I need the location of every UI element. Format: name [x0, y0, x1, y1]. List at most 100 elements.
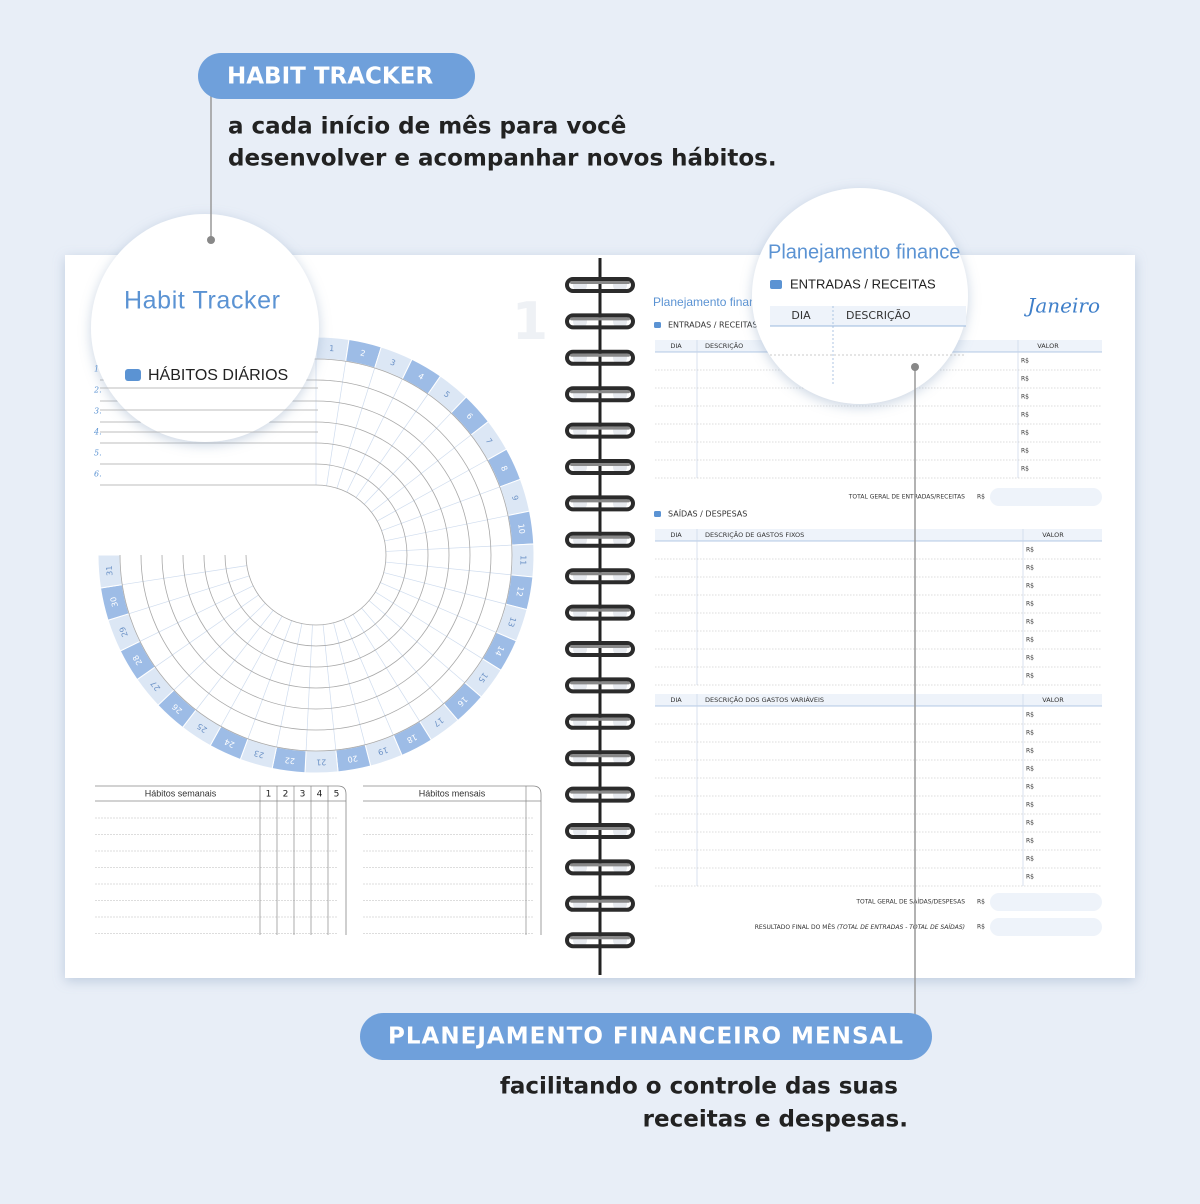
coil — [565, 531, 635, 548]
coil-shine — [570, 608, 630, 612]
label: 19 — [377, 745, 390, 757]
total-box — [990, 488, 1102, 506]
label: DESCRIÇÃO — [846, 309, 911, 322]
coil-shine — [570, 827, 630, 830]
label: ENTRADAS / RECEITAS — [668, 321, 757, 330]
label: R$ — [1021, 448, 1029, 455]
coil — [565, 677, 635, 694]
label: R$ — [1026, 583, 1034, 590]
coil — [565, 568, 635, 585]
ring — [140, 379, 492, 731]
label: TOTAL GERAL DE ENTRADAS/RECEITAS — [848, 494, 965, 501]
table-frame — [363, 785, 542, 935]
label: R$ — [1026, 820, 1034, 827]
label: R$ — [1026, 784, 1034, 791]
label: R$ — [1026, 601, 1034, 608]
label: 1 — [512, 292, 548, 352]
coil — [565, 386, 635, 403]
badge — [198, 53, 475, 99]
coil-shine — [570, 572, 630, 576]
coil-shine — [570, 645, 630, 648]
coil — [565, 641, 635, 657]
coil-shine — [570, 899, 630, 903]
coil-shine — [570, 317, 630, 321]
label: 24 — [223, 737, 236, 749]
label: ENTRADAS / RECEITAS — [790, 276, 936, 291]
label: PLANEJAMENTO FINANCEIRO MENSAL — [388, 1024, 903, 1050]
label: facilitando o controle das suas — [500, 1074, 898, 1100]
table-frame — [95, 785, 347, 935]
label: R$ — [1026, 565, 1034, 572]
label: 3 — [300, 790, 306, 800]
label: DIA — [670, 342, 682, 350]
label: VALOR — [1037, 342, 1059, 350]
coil-shine — [570, 717, 630, 721]
label: R$ — [1026, 838, 1034, 845]
label: 3. — [94, 407, 102, 416]
total-box — [990, 918, 1102, 936]
label: 3 — [389, 358, 397, 368]
label: R$ — [1026, 547, 1034, 554]
label: DIA — [670, 696, 682, 704]
ring — [203, 442, 429, 668]
ring — [161, 400, 471, 710]
label: TOTAL GERAL DE SAÍDAS/DESPESAS — [855, 899, 965, 906]
label: R$ — [1021, 358, 1029, 365]
coil-shine — [570, 681, 630, 685]
label: 21 — [316, 757, 326, 766]
coil-shine — [570, 790, 630, 794]
tag-icon — [125, 369, 141, 381]
label: R$ — [1026, 637, 1034, 644]
label: (TOTAL DE ENTRADAS - TOTAL DE SAÍDAS) — [837, 924, 965, 931]
label: 29 — [118, 625, 130, 638]
coil-shine — [570, 463, 630, 466]
label: 4. — [93, 428, 102, 437]
label: 1. — [94, 365, 102, 374]
label: VALOR — [1042, 531, 1064, 539]
dot — [207, 236, 215, 244]
tag-icon — [654, 322, 661, 328]
label: 2 — [359, 348, 366, 358]
zoom-circle — [752, 188, 968, 404]
label: R$ — [1026, 748, 1034, 755]
coil — [565, 313, 635, 330]
label: 9 — [510, 494, 520, 501]
label: 13 — [506, 616, 518, 629]
tag-icon — [654, 511, 661, 517]
label: R$ — [1026, 619, 1034, 626]
label: R$ — [1026, 712, 1034, 719]
label: 5 — [334, 790, 340, 800]
coil — [565, 459, 635, 475]
label: R$ — [1026, 802, 1034, 809]
coil — [565, 932, 635, 949]
label: R$ — [1026, 766, 1034, 773]
label: R$ — [1021, 466, 1029, 473]
table-header — [655, 694, 1102, 706]
zoom-circle — [91, 214, 319, 442]
label: R$ — [1026, 673, 1034, 680]
label: 6 — [465, 411, 475, 421]
tag-icon — [770, 280, 782, 289]
coil-shine — [570, 535, 630, 539]
label: desenvolver e acompanhar novos hábitos. — [228, 146, 777, 172]
label: 20 — [347, 753, 359, 764]
label: a cada início de mês para você — [228, 114, 626, 140]
coil — [565, 349, 635, 366]
coil — [565, 277, 635, 293]
label: DESCRIÇÃO — [705, 341, 743, 350]
label: 4 — [317, 790, 323, 800]
label: 18 — [405, 732, 418, 745]
label: 4 — [417, 371, 426, 381]
label: 2 — [283, 790, 289, 800]
coil-shine — [570, 863, 630, 867]
coil-shine — [570, 353, 630, 357]
label: 8 — [499, 464, 509, 472]
label: receitas e despesas. — [643, 1107, 908, 1133]
label: DESCRIÇÃO DOS GASTOS VARIÁVEIS — [705, 695, 824, 704]
coil — [565, 859, 635, 876]
label: 1 — [266, 790, 272, 800]
label: R$ — [1026, 856, 1034, 863]
label: Planejamento finance — [768, 241, 960, 263]
label: 28 — [131, 653, 144, 666]
